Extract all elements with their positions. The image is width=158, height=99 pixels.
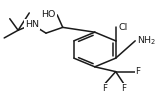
Text: HN: HN: [25, 20, 39, 29]
Text: Cl: Cl: [118, 23, 128, 32]
Text: F: F: [135, 67, 140, 76]
Text: F: F: [122, 84, 127, 93]
Text: NH$_2$: NH$_2$: [137, 35, 156, 47]
Text: F: F: [102, 84, 107, 93]
Text: HO: HO: [41, 10, 56, 19]
